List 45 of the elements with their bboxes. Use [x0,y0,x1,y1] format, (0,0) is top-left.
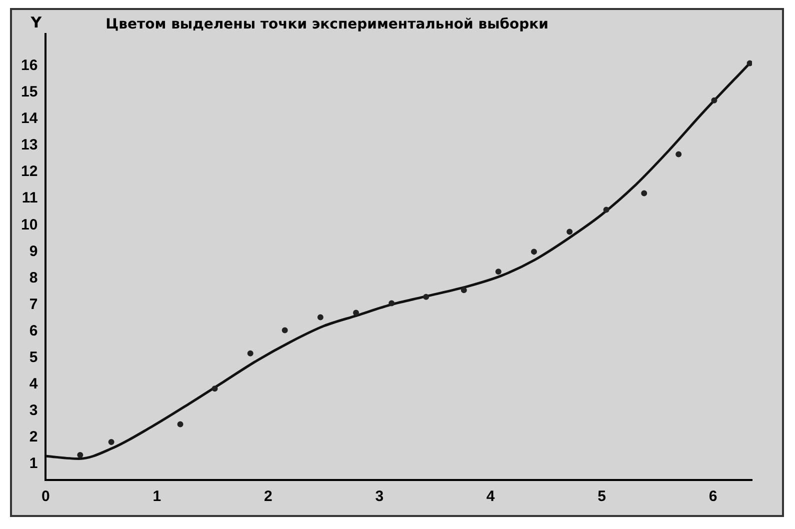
x-tick-label: 2 [264,488,272,506]
point [495,268,502,275]
y-tick-label: 1 [29,455,38,472]
y-tick-label: 7 [29,296,38,313]
x-tick-label: 6 [708,488,718,506]
line-series [46,62,752,460]
point [353,310,360,316]
point [108,439,114,446]
point [282,327,288,334]
point [641,190,648,196]
y-axis-title: Y [30,13,43,32]
y-tick-label: 15 [20,84,38,101]
point [460,287,467,294]
x-tick-label: 0 [42,488,50,506]
y-tick-label: 11 [22,190,38,207]
y-tick-label: 4 [29,376,38,393]
point [530,248,537,255]
y-tick-label: 5 [29,349,38,366]
point [603,206,610,213]
point [212,386,218,392]
point [77,452,84,458]
y-tick-label: 3 [29,402,38,420]
x-tick-label: 3 [375,488,384,506]
y-tick-label: 13 [20,136,38,154]
y-tick-label: 14 [20,110,38,128]
y-tick-label: 10 [20,216,38,234]
chart-title: Цветом выделены точки экспериментальной выборки [106,16,548,33]
point [746,60,752,66]
y-tick-label: 2 [29,428,38,446]
point [317,314,324,320]
y-tick-label: 12 [20,163,38,180]
point [566,228,573,235]
point [423,294,430,300]
x-tick-label: 4 [486,488,496,506]
point [676,151,682,158]
y-tick-label: 6 [29,322,38,340]
y-tick-label: 8 [29,269,38,286]
y-tick-label: 9 [29,242,38,260]
point [247,350,254,356]
x-tick-label: 5 [598,488,606,506]
point [177,421,184,428]
point [388,300,395,306]
x-tick-label: 1 [152,488,162,506]
y-tick-label: 16 [20,57,38,74]
point [711,97,718,104]
